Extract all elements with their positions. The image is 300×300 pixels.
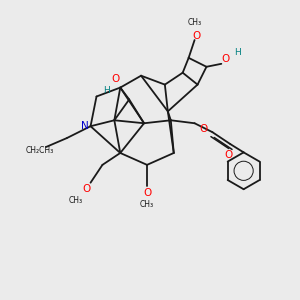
Text: N: N: [81, 121, 89, 130]
Text: O: O: [82, 184, 90, 194]
Text: O: O: [222, 54, 230, 64]
Text: O: O: [200, 124, 208, 134]
Text: O: O: [225, 150, 233, 160]
Text: O: O: [112, 74, 120, 84]
Text: CH₃: CH₃: [188, 18, 202, 27]
Text: O: O: [143, 188, 151, 198]
Text: H: H: [234, 48, 241, 57]
Text: CH₃: CH₃: [140, 200, 154, 209]
Text: CH₂CH₃: CH₂CH₃: [26, 146, 54, 154]
Text: O: O: [192, 31, 200, 40]
Text: CH₃: CH₃: [69, 196, 83, 205]
Text: H: H: [103, 86, 110, 95]
